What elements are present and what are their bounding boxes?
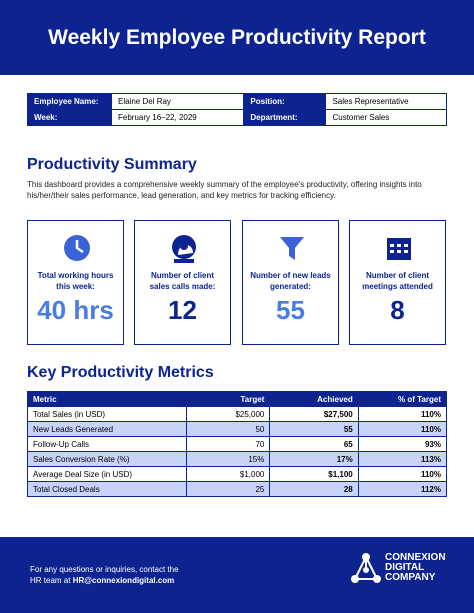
metric-cell: New Leads Generated (26, 421, 188, 437)
column-header: Target (186, 391, 271, 407)
info-label: Department: (243, 109, 327, 126)
metrics-table: Metric Target Achieved% of Target Total Sal… (26, 391, 448, 497)
metric-cell: 93% (357, 436, 448, 452)
metric-cell: Total Sales (in USD) (26, 406, 188, 422)
column-header: Metric (26, 391, 188, 407)
metric-cell: 110% (357, 466, 448, 482)
metric-cell: $27,500 (269, 406, 359, 422)
stat-card: Number of client sales calls made: 12 (134, 220, 231, 345)
metric-row: Average Deal Size (in USD) $1,000 $1,100 11… (26, 466, 448, 482)
metric-cell: Follow-Up Calls (26, 436, 188, 452)
company-line: COMPANY (385, 572, 436, 583)
metric-row: Sales Conversion Rate (%) 15% 17% 113% (26, 451, 448, 467)
company-line: CONNEXION (385, 552, 446, 563)
contact-line: HR team at HR@connexiondigital.com (30, 575, 179, 586)
info-value: Sales Representative (325, 93, 447, 110)
metric-cell: 110% (357, 406, 448, 422)
card-label: Number of client sales calls made: (149, 271, 216, 291)
metric-cell: Average Deal Size (in USD) (26, 466, 188, 482)
section-heading: Productivity Summary (27, 156, 197, 173)
company-name: CONNEXION DIGITAL COMPANY (385, 553, 446, 583)
logo-icon (351, 553, 381, 583)
card-value: 12 (168, 295, 197, 325)
icon (172, 235, 196, 263)
summary-text: This dashboard provides a comprehensive … (27, 180, 422, 200)
stat-card: Number of new leads generated: 55 (242, 220, 339, 345)
icon (280, 237, 304, 260)
metric-cell: $25,000 (186, 406, 271, 422)
company-line: DIGITAL (385, 562, 425, 573)
contact-email: HR@connexiondigital.com (72, 576, 175, 585)
info-label: Week: (26, 109, 113, 126)
metric-cell: $1,100 (269, 466, 359, 482)
info-value: Customer Sales (325, 109, 447, 126)
column-header: Achieved (269, 391, 359, 407)
section-heading: Key Productivity Metrics (27, 364, 214, 381)
card-value: 55 (276, 295, 305, 325)
header-band (0, 0, 474, 75)
column-header: % of Target (357, 391, 448, 407)
info-label: Employee Name: (26, 93, 113, 110)
metric-cell: 15% (186, 451, 271, 467)
metric-cell: 110% (357, 421, 448, 437)
footer-band (0, 537, 474, 613)
metric-cell: 28 (269, 481, 359, 497)
card-label: Number of client meetings attended (362, 271, 433, 291)
info-row: Employee Name: Elaine Del Ray Position: Sal… (26, 93, 447, 110)
metric-cell: Total Closed Deals (26, 481, 188, 497)
contact-line: For any questions or inquiries, contact … (30, 565, 179, 574)
contact-prefix: HR team at (30, 576, 71, 585)
card-label: Number of new leads generated: (250, 271, 331, 291)
metric-row: Total Sales (in USD) $25,000 $27,500 110% (26, 406, 448, 422)
metric-cell: 17% (269, 451, 359, 467)
info-row: Week: February 16–22, 2029 Department: Cust… (26, 109, 447, 126)
stat-card: Total working hours this week: 40 hrs (27, 220, 124, 345)
info-value: February 16–22, 2029 (111, 109, 245, 126)
metric-cell: 55 (269, 421, 359, 437)
icon (64, 235, 90, 261)
info-value: Elaine Del Ray (111, 93, 245, 110)
metric-cell: 65 (269, 436, 359, 452)
metric-cell: 112% (357, 481, 448, 497)
metric-cell: 50 (186, 421, 271, 437)
metric-row: Total Closed Deals 25 28 112% (26, 481, 448, 497)
info-table: Employee Name: Elaine Del Ray Position: Sal… (26, 93, 447, 126)
metric-row: Follow-Up Calls 70 65 93% (26, 436, 448, 452)
metric-cell: $1,000 (186, 466, 271, 482)
report-title: Weekly Employee Productivity Report (48, 26, 426, 49)
card-value: 40 hrs (37, 295, 114, 325)
metric-cell: Sales Conversion Rate (%) (26, 451, 188, 467)
metric-cell: 70 (186, 436, 271, 452)
icon (387, 238, 411, 260)
info-label: Position: (243, 93, 327, 110)
card-label: Total working hours this week: (37, 271, 114, 291)
stat-card: Number of client meetings attended 8 (349, 220, 446, 345)
footer-contact: For any questions or inquiries, contact … (30, 564, 179, 586)
metric-cell: 113% (357, 451, 448, 467)
card-value: 8 (390, 295, 405, 325)
metric-cell: 25 (186, 481, 271, 497)
header-row: Metric Target Achieved% of Target (26, 391, 448, 407)
metric-row: New Leads Generated 50 55 110% (26, 421, 448, 437)
